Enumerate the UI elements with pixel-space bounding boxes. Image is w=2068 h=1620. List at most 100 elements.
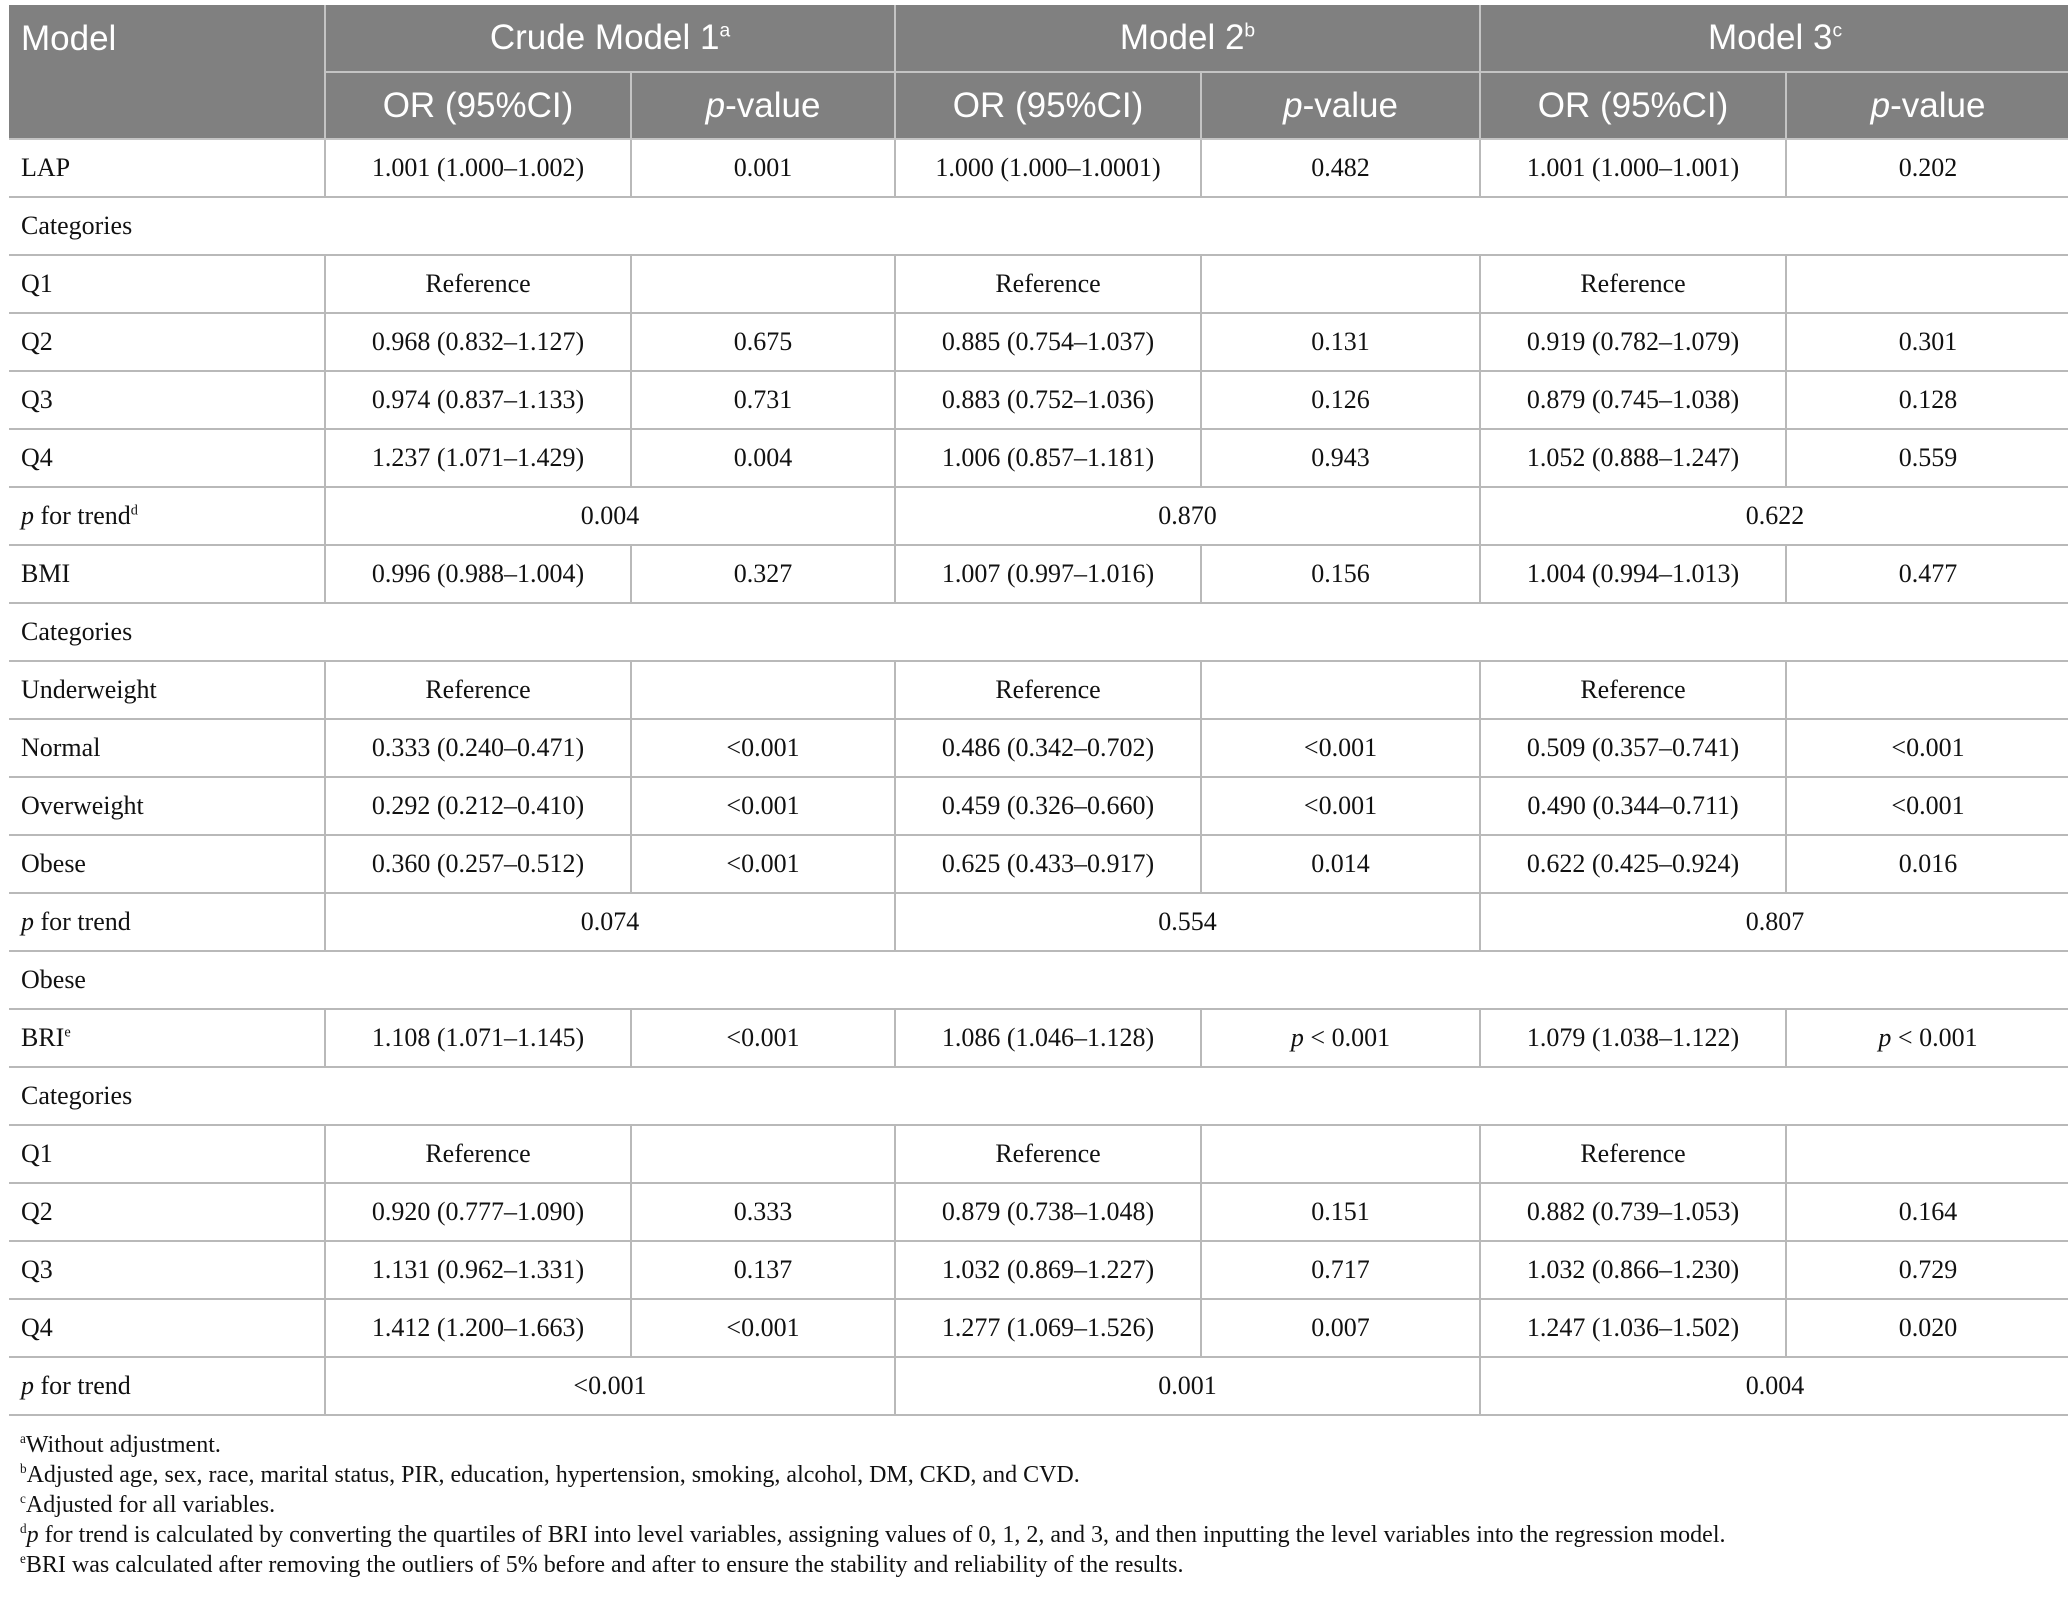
section-row: Obese [9, 950, 2068, 1010]
footnote-text: BRI was calculated after removing the ou… [25, 1552, 1184, 1578]
row-label-text: BMI [21, 559, 71, 588]
footnote-marker: b [20, 1461, 27, 1476]
p-value: 0.477 [1785, 544, 2068, 604]
p-value: 0.675 [629, 312, 897, 372]
footnote: cAdjusted for all variables. [20, 1490, 2060, 1520]
table-row: Overweight 0.292 (0.212–0.410) <0.001 0.459… [9, 776, 2068, 836]
group-header-model-3: Model 3c [1479, 5, 2068, 73]
or-value: 1.004 (0.994–1.013) [1479, 544, 1788, 604]
table-row: BRIe 1.108 (1.071–1.145) <0.001 1.086 (1.04… [9, 1008, 2068, 1068]
group-header-model-2: Model 2b [894, 5, 1481, 73]
footnote-text: Adjusted age, sex, race, marital status,… [26, 1462, 1080, 1488]
group-header-crude-model-1: Crude Model 1a [323, 5, 896, 73]
row-label-italic: p [21, 907, 34, 936]
row-label: Q2 [9, 312, 326, 372]
or-value: 0.879 (0.738–1.048) [894, 1182, 1203, 1242]
section-label: Obese [9, 950, 2068, 1010]
or-value: 1.247 (1.036–1.502) [1479, 1298, 1788, 1358]
or-value: 0.292 (0.212–0.410) [324, 776, 632, 836]
section-label: Categories [9, 1066, 2068, 1126]
or-value: 0.622 (0.425–0.924) [1479, 834, 1788, 894]
or-value: Reference [1479, 1124, 1788, 1184]
or-header: OR (95%CI) [894, 72, 1202, 140]
row-label: p for trend [9, 1356, 326, 1416]
or-value: 1.079 (1.038–1.122) [1479, 1008, 1788, 1068]
section-label: Categories [9, 196, 2068, 256]
table-row: BMI 0.996 (0.988–1.004) 0.327 1.007 (0.997–… [9, 544, 2068, 604]
or-value: Reference [324, 254, 632, 314]
row-label: Normal [9, 718, 326, 778]
or-value: 0.968 (0.832–1.127) [324, 312, 632, 372]
or-value: Reference [1479, 660, 1788, 720]
p-value: 0.001 [629, 138, 897, 198]
footnote-marker: a [20, 1431, 26, 1446]
or-value: 1.412 (1.200–1.663) [324, 1298, 632, 1358]
row-label: BMI [9, 544, 326, 604]
row-label: Obese [9, 834, 326, 894]
row-label-text: Normal [21, 733, 101, 762]
p-value [1200, 660, 1482, 720]
or-value: 0.490 (0.344–0.711) [1479, 776, 1788, 836]
or-value: Reference [324, 1124, 632, 1184]
row-label-text: LAP [21, 153, 71, 182]
or-value: 0.360 (0.257–0.512) [324, 834, 632, 894]
table-row: Q4 1.412 (1.200–1.663) <0.001 1.277 (1.069–… [9, 1298, 2068, 1358]
p-value: <0.001 [629, 834, 897, 894]
footnote-marker: d [20, 1521, 27, 1536]
table-row: Underweight Reference Reference Reference [9, 660, 2068, 720]
or-value: 1.001 (1.000–1.001) [1479, 138, 1788, 198]
p-value: 0.559 [1785, 428, 2068, 488]
p-value: <0.001 [1200, 776, 1482, 836]
section-row: Categories [9, 1066, 2068, 1126]
trend-row: p for trendd 0.004 0.870 0.622 [9, 486, 2068, 546]
p-value: 0.126 [1200, 370, 1482, 430]
p-value: <0.001 [1785, 718, 2068, 778]
or-header: OR (95%CI) [324, 72, 631, 140]
or-value: 0.885 (0.754–1.037) [894, 312, 1203, 372]
section-row: Categories [9, 602, 2068, 662]
p-value [629, 1124, 897, 1184]
row-label-text: for trend [34, 501, 131, 530]
or-value: 1.007 (0.997–1.016) [894, 544, 1203, 604]
or-value: 1.277 (1.069–1.526) [894, 1298, 1203, 1358]
p-value: 0.943 [1200, 428, 1482, 488]
table-footnotes: aWithout adjustment. bAdjusted age, sex, … [20, 1430, 2060, 1580]
or-value: Reference [894, 1124, 1203, 1184]
trend-value: 0.074 [323, 892, 897, 952]
row-label-text: Q1 [21, 1139, 53, 1168]
footnote-italic: p [26, 1522, 39, 1548]
p-value: 0.016 [1785, 834, 2068, 894]
footnote: eBRI was calculated after removing the o… [20, 1550, 2060, 1580]
trend-value: <0.001 [323, 1356, 897, 1416]
footnote-text: Without adjustment. [25, 1432, 221, 1458]
row-label-text: Q2 [21, 1197, 53, 1226]
p-value: 0.482 [1200, 138, 1482, 198]
or-value: 1.000 (1.000–1.0001) [894, 138, 1203, 198]
p-value: 0.164 [1785, 1182, 2068, 1242]
p-value: 0.731 [629, 370, 897, 430]
p-value: <0.001 [629, 1008, 897, 1068]
row-label-text: BRI [21, 1023, 65, 1052]
table-row: Q3 1.131 (0.962–1.331) 0.137 1.032 (0.869–1… [9, 1240, 2068, 1300]
row-label: Underweight [9, 660, 326, 720]
p-value-header: p-value [1785, 72, 2068, 140]
or-header: OR (95%CI) [1479, 72, 1787, 140]
p-value: 0.151 [1200, 1182, 1482, 1242]
p-value-text: < 0.001 [1303, 1023, 1391, 1052]
table-row: Q4 1.237 (1.071–1.429) 0.004 1.006 (0.857–1… [9, 428, 2068, 488]
p-value: 0.156 [1200, 544, 1482, 604]
or-value: Reference [894, 254, 1203, 314]
row-label: Q3 [9, 370, 326, 430]
p-value: 0.020 [1785, 1298, 2068, 1358]
or-value: 0.509 (0.357–0.741) [1479, 718, 1788, 778]
table-row: Normal 0.333 (0.240–0.471) <0.001 0.486 (0.… [9, 718, 2068, 778]
footnote-text: Adjusted for all variables. [25, 1492, 276, 1518]
row-label: Q4 [9, 1298, 326, 1358]
footnote-text: for trend is calculated by converting th… [38, 1522, 1726, 1548]
or-value: 0.879 (0.745–1.038) [1479, 370, 1788, 430]
p-value-header: p-value [1200, 72, 1481, 140]
footnote: dp for trend is calculated by converting… [20, 1520, 2060, 1550]
row-label-text: Q4 [21, 443, 53, 472]
p-value: 0.014 [1200, 834, 1482, 894]
table-header: Model Crude Model 1a Model 2b Model 3c O… [9, 5, 2068, 140]
